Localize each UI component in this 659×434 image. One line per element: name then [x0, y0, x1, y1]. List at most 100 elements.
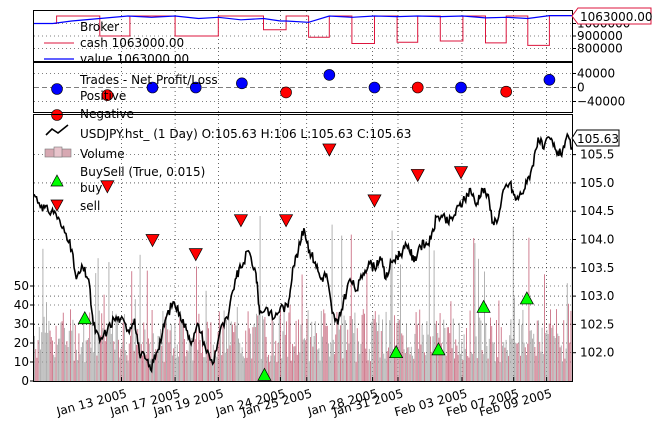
volume-bar — [554, 338, 556, 381]
volume-bar — [221, 355, 223, 381]
volume-bar — [68, 330, 70, 381]
volume-bar — [317, 349, 319, 381]
volume-bar — [215, 355, 217, 381]
price-y-tick-label: 103.5 — [580, 261, 614, 275]
volume-bar — [348, 343, 350, 381]
volume-bar — [174, 323, 176, 381]
volume-bar — [376, 322, 377, 381]
volume-bar — [326, 325, 328, 381]
volume-bar — [487, 358, 489, 381]
volume-bar — [342, 358, 344, 381]
volume-bar — [559, 347, 561, 381]
volume-bar — [62, 312, 64, 381]
volume-bar — [102, 328, 104, 381]
volume-bar — [88, 338, 89, 381]
volume-bar — [204, 357, 206, 381]
positive-trade-dot — [543, 74, 556, 86]
volume-bar — [49, 330, 51, 381]
volume-bar — [274, 355, 275, 381]
volume-bar — [383, 353, 385, 381]
volume-bar — [91, 315, 93, 381]
volume-bar — [361, 314, 363, 381]
positive-trade-dot — [455, 81, 467, 94]
volume-bar — [558, 336, 560, 381]
volume-bar — [47, 332, 49, 381]
volume-bar — [488, 338, 490, 381]
volume-bar — [248, 328, 250, 381]
volume-bar — [228, 311, 230, 381]
volume-bar — [234, 322, 236, 381]
volume-bar — [252, 327, 254, 381]
volume-bar — [504, 347, 506, 381]
volume-bar — [356, 328, 358, 381]
volume-bar — [84, 362, 86, 381]
volume-bar — [270, 355, 272, 381]
cash-series-line — [34, 15, 572, 46]
negative-trade-dot — [411, 81, 424, 94]
volume-bar — [263, 319, 265, 381]
volume-bar — [455, 339, 457, 381]
volume-bar — [454, 358, 455, 381]
volume-bar — [457, 354, 459, 381]
volume-bar — [416, 324, 418, 381]
sell-marker — [410, 169, 425, 183]
negative-trade-dot — [500, 85, 512, 98]
volume-bar — [518, 319, 520, 381]
volume-bar — [502, 345, 503, 381]
volume-bar — [293, 346, 295, 381]
volume-bar — [78, 333, 80, 381]
volume-bar — [269, 361, 271, 381]
trades-y-tick-label: −40000 — [577, 95, 625, 109]
volume-bar — [508, 355, 509, 381]
volume-bar — [445, 355, 447, 381]
volume-bar — [281, 358, 283, 381]
volume-bar — [437, 333, 439, 381]
volume-bar — [438, 337, 440, 381]
volume-bar — [349, 316, 351, 381]
volume-bar — [133, 350, 135, 381]
volume-bar — [433, 250, 435, 381]
volume-bar — [322, 336, 323, 381]
broker-legend: Broker cash 1063000.00 value 1063000.00 — [44, 20, 189, 66]
volume-bar — [456, 345, 458, 381]
volume-bar — [192, 360, 194, 381]
volume-bar — [402, 335, 404, 381]
volume-bar — [536, 320, 538, 381]
volume-bar — [314, 321, 316, 381]
volume-bar — [386, 351, 388, 381]
price-y-tick-label: 102.0 — [580, 346, 614, 360]
volume-bar — [295, 320, 297, 381]
volume-bar — [40, 349, 41, 381]
sell-marker — [188, 248, 203, 262]
volume-bar — [302, 339, 304, 381]
volume-bar — [140, 344, 142, 381]
volume-bar — [370, 361, 371, 381]
volume-bar — [330, 343, 332, 381]
price-y-tick-label: 104.5 — [580, 204, 614, 218]
volume-bar — [527, 343, 529, 381]
volume-bar — [539, 341, 541, 381]
volume-legend-swatch-inner — [53, 146, 63, 158]
price-y-tick-label: 104.0 — [580, 233, 614, 247]
volume-bar — [430, 336, 431, 381]
volume-bar — [205, 290, 207, 381]
volume-bar — [265, 336, 267, 381]
volume-bar — [460, 353, 461, 381]
volume-bar — [421, 324, 423, 381]
volume-bar — [464, 348, 466, 381]
volume-bar — [114, 349, 116, 381]
volume-bar — [335, 334, 337, 381]
close-legend-swatch — [45, 124, 69, 136]
volume-bar — [565, 348, 567, 381]
volume-bar — [283, 313, 285, 381]
volume-bar — [359, 353, 361, 381]
volume-bar — [362, 309, 364, 381]
volume-bar — [35, 349, 37, 381]
volume-bar — [353, 333, 355, 381]
volume-bar — [432, 336, 434, 381]
volume-bar — [280, 310, 281, 381]
volume-bar — [334, 354, 335, 381]
volume-bar — [186, 350, 188, 381]
volume-bar — [73, 360, 75, 381]
